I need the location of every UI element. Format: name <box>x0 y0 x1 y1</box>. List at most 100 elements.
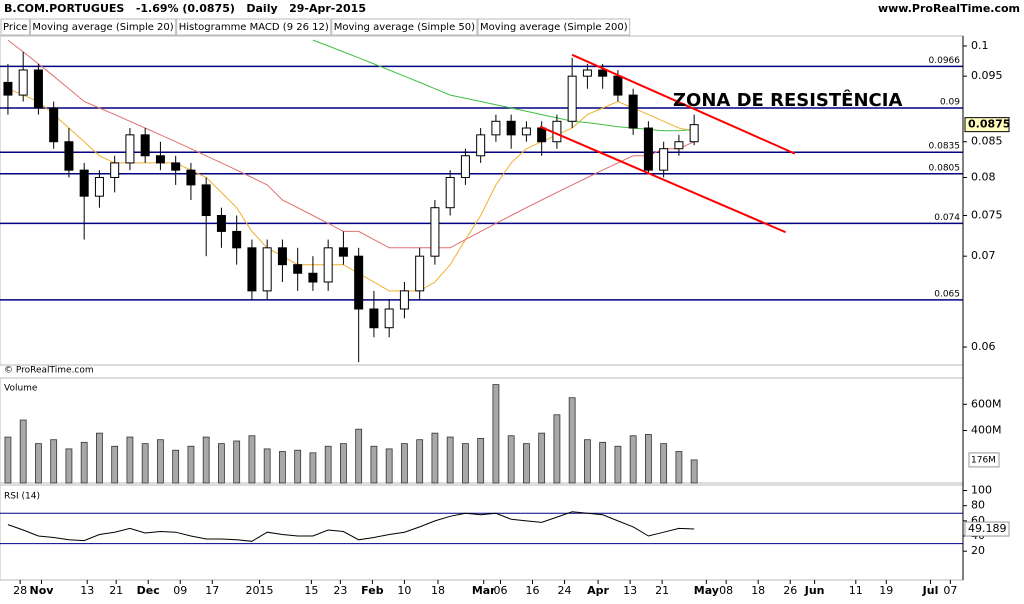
volume-bar <box>233 440 241 484</box>
x-tick-label: Apr <box>587 584 609 597</box>
volume-bar <box>19 419 27 484</box>
volume-bar <box>385 448 393 484</box>
x-tick-label: 16 <box>526 584 540 597</box>
panel-title: RSI (14) <box>4 492 40 502</box>
candle-body <box>613 75 623 96</box>
candle-body <box>293 264 303 274</box>
y-tick-label: 100 <box>971 484 992 497</box>
volume-bar <box>401 443 408 484</box>
volume-bar <box>568 397 576 484</box>
x-tick-label: Feb <box>361 584 384 597</box>
x-tick-label: 08 <box>719 584 733 597</box>
x-tick-label: 19 <box>879 584 893 597</box>
candle-body <box>308 272 318 283</box>
volume-bar <box>492 384 500 484</box>
volume-bar <box>431 432 439 484</box>
candle-body <box>64 141 74 171</box>
y-tick-label: 0.075 <box>971 209 1003 222</box>
x-tick-label: 28 <box>13 584 27 597</box>
volume-bar <box>370 445 378 484</box>
candle-body <box>338 247 348 257</box>
candle-body <box>521 127 531 136</box>
last-price-label: 0.0875 <box>968 118 1010 131</box>
candle-body <box>232 230 242 249</box>
x-tick-label: 18 <box>431 584 445 597</box>
candle-body <box>674 141 684 150</box>
candle-body <box>3 81 13 96</box>
x-tick-label: Mar <box>472 584 496 597</box>
moving-average <box>7 39 695 249</box>
y-tick-label: 80 <box>971 499 985 512</box>
legend-entry: Price <box>3 22 27 33</box>
x-tick-label: 07 <box>943 584 957 597</box>
candle-body <box>476 134 486 157</box>
y-tick-label: 400M <box>971 424 1002 437</box>
rsi-line <box>7 511 695 542</box>
x-tick-label: 17 <box>205 584 219 597</box>
level-label: 0.0966 <box>929 56 961 66</box>
legend-entry: Moving average (Simple 200) <box>480 22 628 33</box>
volume-bar <box>218 443 225 484</box>
level-label: 0.0835 <box>929 142 961 152</box>
volume-bar <box>248 435 256 484</box>
x-tick-label: 13 <box>80 584 94 597</box>
last-volume-box <box>968 452 1000 468</box>
x-tick-label: Jul <box>922 584 939 597</box>
volume-bar <box>660 443 668 484</box>
volume-bar <box>202 436 210 484</box>
x-tick-label: 26 <box>783 584 797 597</box>
level-label: 0.0805 <box>929 163 961 173</box>
x-tick-label: 18 <box>751 584 765 597</box>
candle-body <box>369 308 379 329</box>
trend-line <box>539 125 787 234</box>
x-tick-label: 10 <box>397 584 411 597</box>
candle-body <box>94 176 104 197</box>
volume-bar <box>645 434 652 484</box>
volume-bar <box>263 448 271 484</box>
candle-body <box>277 247 287 266</box>
candle-body <box>140 134 150 157</box>
candle-body <box>323 247 333 283</box>
candle-body <box>125 134 135 164</box>
candle-body <box>186 169 196 186</box>
volume-bar <box>324 445 332 484</box>
volume-bar <box>96 432 103 484</box>
x-tick-label: Nov <box>30 584 55 597</box>
volume-bar <box>65 448 73 484</box>
volume-bar <box>446 436 454 484</box>
site-link[interactable]: www.ProRealTime.com <box>878 2 1020 15</box>
volume-bar <box>157 439 164 484</box>
y-tick-label: 600M <box>971 397 1002 410</box>
x-tick-label: 11 <box>849 584 863 597</box>
x-tick-label: 13 <box>623 584 637 597</box>
volume-bar <box>507 435 515 484</box>
volume-bar <box>80 441 88 484</box>
legend-box <box>331 18 478 36</box>
x-tick-label: May <box>694 584 719 597</box>
volume-bar <box>126 436 134 484</box>
candle-body <box>506 120 516 136</box>
x-tick-label: 09 <box>173 584 187 597</box>
x-tick-label: Dec <box>137 584 160 597</box>
candle-body <box>201 184 211 217</box>
x-tick-label: 23 <box>333 584 347 597</box>
volume-bar <box>538 432 546 484</box>
candle-body <box>430 207 440 257</box>
candle-body <box>384 308 394 329</box>
candle-body <box>171 162 181 171</box>
candle-body <box>491 120 501 136</box>
y-tick-label: 0.07 <box>971 249 996 262</box>
candle-body <box>110 162 120 178</box>
volume-bar <box>340 443 347 484</box>
volume-bar <box>111 445 119 484</box>
legend-box <box>176 18 332 36</box>
x-tick-label: 24 <box>558 584 572 597</box>
volume-bar <box>141 443 149 484</box>
volume-bar <box>675 451 683 484</box>
volume-bar <box>187 445 195 484</box>
watermark: © ProRealTime.com <box>4 366 94 376</box>
x-tick-label: 2015 <box>246 584 274 597</box>
candle-body <box>49 107 59 143</box>
candle-body <box>79 169 89 197</box>
volume-bar <box>462 443 469 484</box>
